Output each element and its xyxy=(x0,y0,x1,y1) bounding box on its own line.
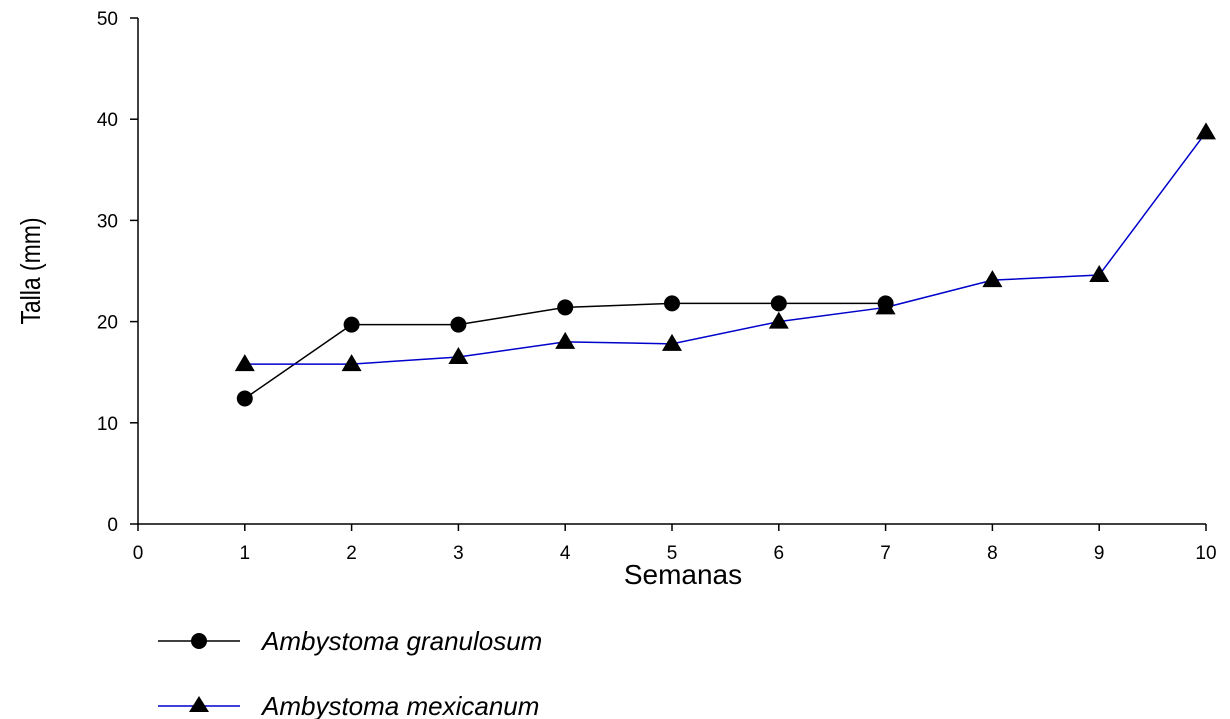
data-point-series-0 xyxy=(236,390,253,407)
series-line-0 xyxy=(244,302,886,400)
data-point-series-1 xyxy=(768,311,789,329)
y-axis-title: Talla (mm) xyxy=(16,217,47,324)
legend-label-granulosum: Ambystoma granulosum xyxy=(260,626,542,656)
x-tick-label: 8 xyxy=(987,543,998,564)
legend: Ambystoma granulosum Ambystoma mexicanum xyxy=(158,626,542,719)
series-markers xyxy=(234,122,1216,407)
x-tick-label: 0 xyxy=(133,543,144,564)
x-axis-title: Semanas xyxy=(624,559,742,590)
legend-item-mexicanum: Ambystoma mexicanum xyxy=(158,691,539,719)
series-lines xyxy=(244,131,1207,400)
data-point-series-1 xyxy=(982,270,1003,288)
data-point-series-0 xyxy=(450,316,467,333)
data-point-series-1 xyxy=(448,347,469,365)
data-point-series-1 xyxy=(875,297,896,315)
legend-item-granulosum: Ambystoma granulosum xyxy=(158,626,542,656)
axes xyxy=(137,18,1206,525)
y-tick-label: 40 xyxy=(97,110,118,131)
legend-marker-mexicanum xyxy=(189,696,209,712)
data-point-series-1 xyxy=(1196,122,1216,140)
x-tick-label: 1 xyxy=(240,543,251,564)
ticks: 0 1 2 3 4 5 6 7 8 9 10 0 10 20 30 40 50 xyxy=(97,9,1217,564)
data-point-series-0 xyxy=(343,316,360,333)
x-tick-label: 6 xyxy=(774,543,785,564)
data-point-series-0 xyxy=(557,299,574,316)
data-point-series-1 xyxy=(1089,265,1110,283)
y-tick-label: 10 xyxy=(97,414,118,435)
legend-marker-granulosum xyxy=(191,633,207,649)
y-tick-label: 20 xyxy=(97,313,118,334)
x-tick-label: 2 xyxy=(346,543,357,564)
x-tick-label: 5 xyxy=(667,543,678,564)
data-point-series-0 xyxy=(664,295,680,312)
x-tick-label: 3 xyxy=(453,543,464,564)
data-point-series-0 xyxy=(770,295,787,312)
x-tick-label: 10 xyxy=(1195,543,1216,564)
data-point-series-1 xyxy=(341,354,362,372)
data-point-series-1 xyxy=(555,331,576,349)
x-tick-label: 7 xyxy=(880,543,891,564)
y-tick-label: 30 xyxy=(97,211,118,232)
x-tick-label: 4 xyxy=(560,543,571,564)
data-point-series-1 xyxy=(234,354,255,372)
data-point-series-1 xyxy=(662,333,682,351)
series-line-1 xyxy=(244,131,1207,365)
legend-label-mexicanum: Ambystoma mexicanum xyxy=(260,691,539,719)
x-tick-label: 9 xyxy=(1094,543,1105,564)
y-tick-label: 0 xyxy=(107,515,118,536)
y-tick-label: 50 xyxy=(97,9,118,30)
